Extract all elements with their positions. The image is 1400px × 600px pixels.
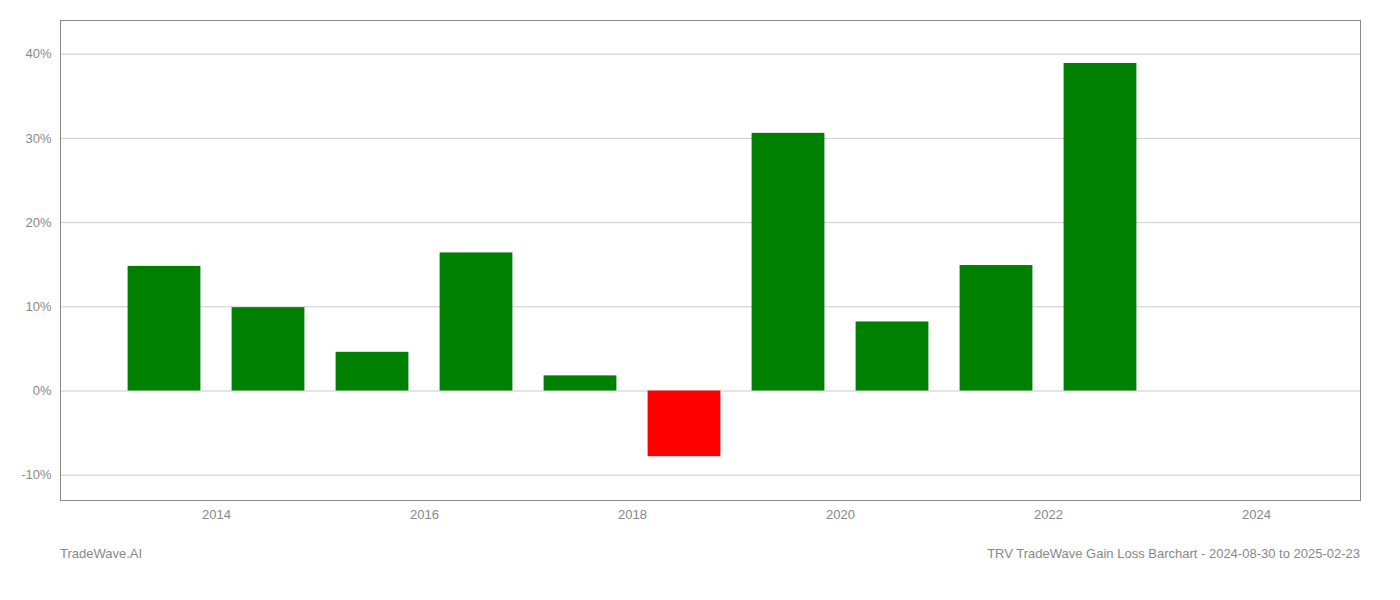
- svg-text:20%: 20%: [25, 215, 51, 230]
- svg-text:2014: 2014: [202, 507, 231, 522]
- svg-text:30%: 30%: [25, 131, 51, 146]
- svg-text:2016: 2016: [410, 507, 439, 522]
- svg-text:2022: 2022: [1034, 507, 1063, 522]
- svg-text:10%: 10%: [25, 299, 51, 314]
- svg-text:40%: 40%: [25, 46, 51, 61]
- svg-text:2018: 2018: [618, 507, 647, 522]
- svg-text:0%: 0%: [33, 383, 52, 398]
- svg-text:-10%: -10%: [21, 467, 52, 482]
- svg-text:2024: 2024: [1242, 507, 1271, 522]
- svg-text:2020: 2020: [826, 507, 855, 522]
- html-text:TradeWave.AI: TradeWave.AI: [60, 546, 143, 561]
- html-text:TRV TradeWave Gain Loss Barcha: TRV TradeWave Gain Loss Barchart - 2024-…: [987, 546, 1360, 561]
